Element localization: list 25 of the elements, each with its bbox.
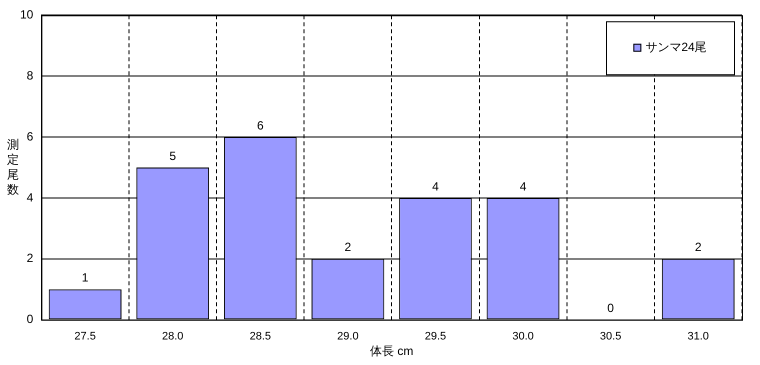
data-label: 2	[344, 240, 352, 254]
data-label: 4	[520, 179, 527, 194]
y-axis-title: 測定尾数	[7, 137, 19, 196]
x-tick-label: 31.0	[688, 330, 709, 342]
data-label: 0	[607, 301, 614, 316]
data-label: 1	[82, 270, 89, 285]
y-tick-label: 2	[26, 251, 34, 266]
legend-label: サンマ24尾	[645, 40, 707, 54]
x-tick-label: 30.0	[512, 330, 534, 342]
y-tick-label: 6	[26, 129, 34, 144]
y-tick-label: 0	[26, 312, 34, 326]
x-tick-label: 29.5	[424, 330, 446, 342]
y-tick-label: 10	[20, 8, 34, 22]
data-label: 6	[256, 118, 264, 132]
y-tick-label: 8	[26, 68, 34, 82]
data-label: 2	[694, 240, 702, 254]
x-tick-label: 28.5	[250, 330, 272, 342]
data-label: 4	[432, 179, 440, 194]
x-tick-label: 30.5	[600, 330, 622, 342]
x-tick-label: 27.5	[74, 330, 96, 342]
x-tick-label: 28.0	[162, 330, 184, 342]
x-tick-label: 29.0	[337, 330, 359, 342]
y-tick-label: 4	[26, 190, 34, 204]
data-label: 5	[169, 148, 176, 163]
x-axis-title: 体長 cm	[370, 344, 414, 358]
